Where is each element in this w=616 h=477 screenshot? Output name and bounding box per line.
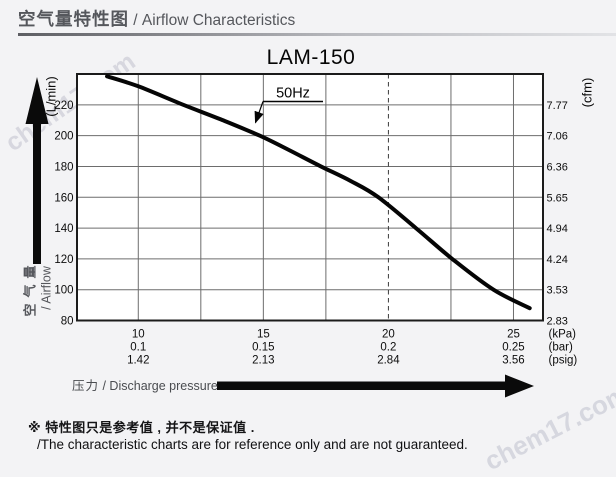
y-axis-unit-right: (cfm) (579, 77, 595, 108)
page-title: 空气量特性图 / Airflow Characteristics (18, 6, 295, 31)
x-axis-name: 压力 / Discharge pressure (72, 375, 218, 394)
y-axis-name: 空气量 / Airflow (23, 223, 55, 354)
x-tick-label-kpa: 25 (507, 329, 520, 341)
annotation-label: 50Hz (276, 86, 310, 102)
x-axis-unit-label: (kPa) (549, 329, 577, 341)
y-tick-label: 180 (54, 161, 73, 173)
cfm-tick-label: 4.94 (547, 223, 568, 235)
y-tick-label: 160 (54, 192, 73, 204)
x-tick-label-kpa: 15 (257, 329, 270, 341)
y-tick-label: 120 (54, 254, 73, 266)
x-axis-name-en: / Discharge pressure (99, 379, 218, 393)
x-tick-label-kpa: 20 (382, 329, 395, 341)
y-tick-label: 140 (54, 223, 73, 235)
header-divider (18, 33, 616, 36)
cfm-tick-label: 3.53 (547, 285, 568, 297)
curve-50hz (105, 74, 532, 311)
annotation-leader-arrow (254, 101, 264, 124)
x-tick-label-psig: 2.84 (377, 355, 400, 367)
y-axis-unit-left: (L/min) (43, 76, 59, 117)
footnote-line1: ※ 特性图只是参考值 , 并不是保证值 . (28, 420, 255, 435)
footnote: ※ 特性图只是参考值 , 并不是保证值 . /The characteristi… (28, 417, 468, 452)
cfm-tick-label: 2.83 (547, 316, 568, 328)
x-axis-name-cn: 压力 (72, 379, 100, 393)
x-axis-unit-label: (psig) (549, 355, 578, 367)
y-tick-label: 220 (54, 100, 73, 112)
x-axis-unit-label: (bar) (549, 342, 573, 354)
x-tick-label-psig: 1.42 (127, 355, 149, 367)
chart-title: LAM-150 (266, 46, 356, 69)
y-tick-label: 200 (54, 131, 73, 143)
x-axis-arrow (217, 374, 534, 398)
x-tick-label-bar: 0.2 (380, 342, 396, 354)
x-tick-label-psig: 3.56 (502, 355, 524, 367)
plot-border (76, 73, 544, 322)
y-axis-name-cn: 空气量 (22, 259, 38, 317)
x-tick-label-bar: 0.1 (130, 342, 146, 354)
y-tick-label: 100 (54, 285, 73, 297)
y-axis-name-en: / Airflow (39, 266, 54, 310)
x-tick-label-bar: 0.15 (252, 342, 274, 354)
y-tick-label: 80 (61, 316, 74, 328)
x-tick-label-kpa: 10 (132, 329, 145, 341)
page-title-cn: 空气量特性图 (18, 9, 129, 29)
footnote-line2: /The characteristic charts are for refer… (37, 437, 468, 452)
cfm-tick-label: 7.06 (547, 131, 568, 143)
cfm-tick-label: 5.65 (547, 192, 568, 204)
page-title-en: / Airflow Characteristics (129, 12, 296, 29)
cfm-tick-label: 7.77 (547, 100, 568, 112)
cfm-tick-label: 4.24 (547, 254, 568, 266)
y-axis-arrow (25, 77, 49, 264)
x-tick-label-psig: 2.13 (252, 355, 274, 367)
x-tick-label-bar: 0.25 (502, 342, 524, 354)
cfm-tick-label: 6.36 (547, 161, 568, 173)
